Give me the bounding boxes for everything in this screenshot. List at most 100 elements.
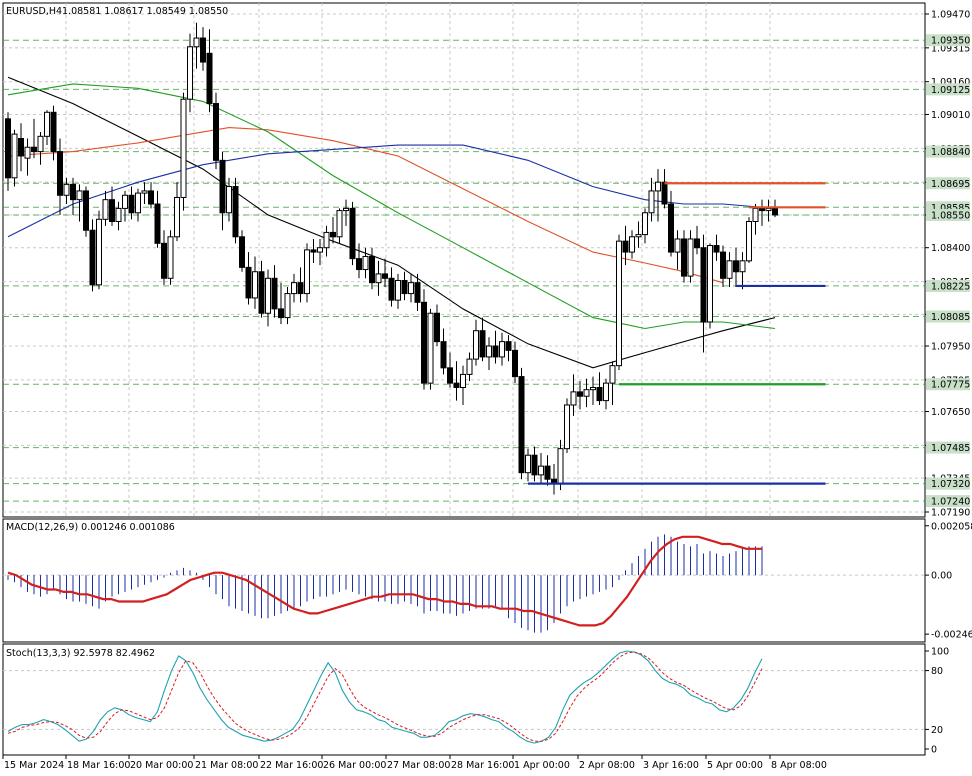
candle-body — [661, 181, 668, 205]
level-label-bg — [926, 177, 970, 190]
candle — [239, 230, 245, 272]
candle-body — [167, 236, 174, 279]
candle-body — [395, 279, 401, 301]
candle-body — [401, 279, 408, 295]
macd-panel[interactable] — [2, 518, 926, 643]
candle — [44, 110, 50, 146]
price-tick-label: 1.07190 — [931, 508, 970, 519]
candle — [219, 151, 226, 231]
candle — [733, 247, 739, 288]
candle-body — [323, 231, 330, 249]
candle — [427, 308, 434, 390]
candle-body — [63, 183, 70, 196]
candle — [226, 177, 232, 222]
candle — [739, 252, 746, 290]
candle-body — [343, 207, 349, 212]
candle-body — [336, 210, 343, 238]
candle — [200, 27, 206, 71]
level-label: 1.08225 — [931, 281, 970, 292]
candle-body — [102, 199, 109, 220]
candle — [635, 221, 642, 248]
time-axis-label: 27 Mar 08:00 — [387, 760, 450, 771]
candle-body — [687, 238, 694, 277]
candle-body — [603, 382, 609, 402]
candle-body — [512, 349, 518, 378]
candle-body — [648, 190, 655, 214]
candle — [473, 319, 479, 366]
candle-body — [538, 465, 544, 476]
level-label: 1.09125 — [931, 85, 970, 96]
time-axis-label: 20 Mar 00:00 — [130, 760, 193, 771]
candle-body — [434, 312, 440, 343]
candle — [265, 269, 271, 327]
candle-body — [362, 255, 369, 271]
candle — [622, 225, 629, 266]
level-label-bg — [926, 145, 970, 158]
candle — [616, 234, 622, 371]
candle-body — [466, 358, 473, 375]
candle-body — [83, 190, 89, 231]
stoch-panel[interactable] — [2, 643, 926, 756]
candle — [492, 330, 499, 364]
candle-body — [258, 271, 265, 314]
candle-body — [492, 345, 499, 358]
candle — [369, 247, 375, 290]
candle-body — [655, 181, 661, 192]
candle-body — [200, 37, 206, 63]
time-axis-label: 2 Apr 08:00 — [579, 760, 635, 771]
chart-header: EURUSD,H4 — [6, 6, 62, 17]
candle-body — [57, 151, 63, 196]
candle — [24, 138, 31, 176]
candle — [577, 380, 583, 410]
candle — [668, 190, 674, 257]
price-tick-label: 1.09470 — [931, 10, 970, 21]
candle-body — [226, 186, 232, 214]
time-axis-label: 18 Mar 16:00 — [67, 760, 130, 771]
level-label: 1.08695 — [931, 179, 970, 190]
candle — [603, 378, 609, 410]
level-price-labels: 1.09350 1.09125 1.08840 1.08695 1.085851.085… — [926, 34, 970, 508]
candle — [115, 201, 122, 231]
price-tick-label: 1.07650 — [931, 407, 970, 418]
candle — [596, 372, 603, 405]
candle-body — [317, 247, 323, 253]
candle — [96, 210, 102, 290]
candle-body — [31, 146, 37, 153]
candle-body — [765, 207, 772, 212]
time-axis-label: 22 Mar 16:00 — [260, 760, 323, 771]
candle-body — [193, 37, 200, 48]
candle — [700, 234, 707, 353]
candle-body — [148, 190, 154, 205]
candle — [453, 361, 460, 401]
price-tick-label: 1.09010 — [931, 110, 970, 121]
candle-body — [668, 203, 674, 253]
candle — [232, 177, 239, 244]
candle — [278, 282, 284, 325]
price-panel[interactable] — [2, 2, 926, 518]
level-label-bg — [926, 477, 970, 490]
candle-body — [707, 245, 713, 323]
candle — [388, 267, 395, 307]
candle — [258, 260, 265, 318]
candle-body — [739, 260, 746, 273]
candle-body — [635, 234, 642, 238]
candle — [570, 374, 577, 416]
candle — [252, 256, 258, 309]
level-label-bg — [926, 495, 970, 508]
level-label-bg — [926, 310, 970, 323]
candle — [726, 252, 733, 288]
candle-body — [564, 404, 570, 450]
candle — [187, 33, 193, 113]
level-label-bg — [926, 378, 970, 391]
candle-body — [772, 207, 778, 216]
candle — [297, 267, 304, 303]
candle-body — [583, 389, 590, 397]
candle-body — [713, 245, 720, 253]
candle — [63, 177, 70, 205]
candle-body — [265, 277, 271, 314]
candle — [518, 367, 525, 480]
candle-body — [122, 194, 128, 209]
candle — [83, 186, 89, 237]
candle — [89, 219, 96, 292]
